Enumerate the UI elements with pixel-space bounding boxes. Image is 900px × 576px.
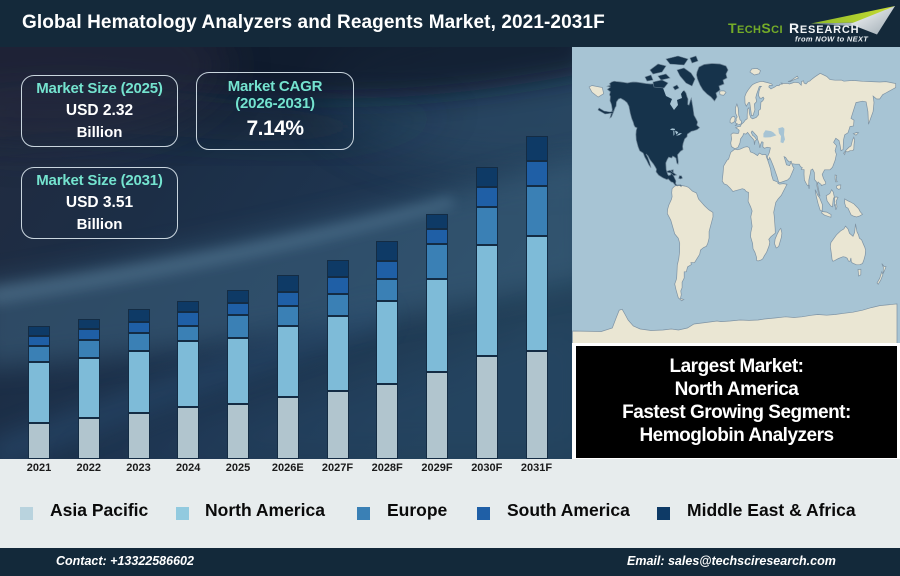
svg-text:RESEARCH: RESEARCH [789, 20, 859, 36]
svg-text:from NOW to NEXT: from NOW to NEXT [795, 35, 869, 44]
svg-text:TECHSCI: TECHSCI [728, 20, 783, 36]
